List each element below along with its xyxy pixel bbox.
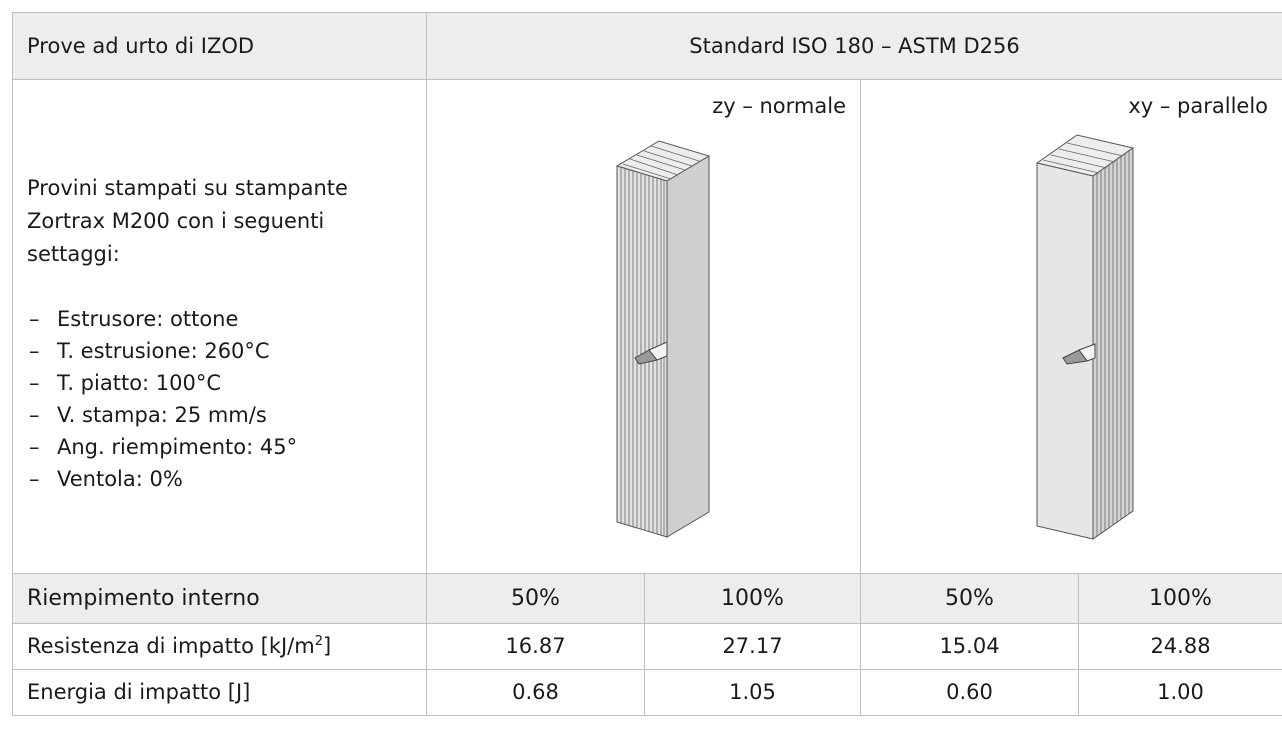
table-title: Prove ad urto di IZOD <box>12 12 427 80</box>
setting-text: Ang. riempimento: 45° <box>57 435 298 459</box>
fill-row-label: Riempimento interno <box>12 573 427 624</box>
dash-bullet: – <box>29 403 40 427</box>
specimen-xy-cell: xy – parallelo <box>859 79 1282 574</box>
list-item: – T. piatto: 100°C <box>27 367 412 399</box>
print-settings-intro: Provini stampati su stampante Zortrax M2… <box>27 176 348 266</box>
specimen-zy-notch <box>634 341 668 365</box>
impact-strength-label-text: Resistenza di impatto [kJ/m <box>27 634 315 659</box>
impact-energy-label: Energia di impatto [J] <box>12 669 427 716</box>
specimen-xy-illustration <box>1035 134 1135 540</box>
specimen-zy-layer-lines <box>620 145 700 536</box>
impact-strength-value: 27.17 <box>644 623 861 670</box>
list-item: – V. stampa: 25 mm/s <box>27 399 412 431</box>
fill-value: 50% <box>426 573 645 624</box>
impact-strength-label-sup: 2 <box>314 634 323 650</box>
list-item: – T. estrusione: 260°C <box>27 335 412 367</box>
impact-energy-value: 0.60 <box>860 669 1079 716</box>
setting-text: Estrusore: ottone <box>57 307 239 331</box>
impact-strength-value: 24.88 <box>1077 623 1282 670</box>
settings-list: – Estrusore: ottone – T. estrusione: 260°C… <box>27 303 412 495</box>
dash-bullet: – <box>29 435 40 459</box>
table-row: Resistenza di impatto [kJ/m2] 16.87 27.1… <box>12 623 1282 670</box>
specimen-xy-notch <box>1062 343 1096 365</box>
specimen-row: Provini stampati su stampante Zortrax M2… <box>12 79 1282 574</box>
impact-energy-value: 1.05 <box>644 669 861 716</box>
impact-energy-value: 0.68 <box>426 669 645 716</box>
impact-strength-value: 16.87 <box>426 623 645 670</box>
header-row: Prove ad urto di IZOD Standard ISO 180 –… <box>12 12 1282 80</box>
orientation-label-xy: xy – parallelo <box>1128 94 1269 118</box>
impact-strength-value: 15.04 <box>860 623 1079 670</box>
specimen-zy-cell: zy – normale <box>426 79 861 574</box>
impact-strength-label: Resistenza di impatto [kJ/m2] <box>12 623 427 670</box>
list-item: – Ventola: 0% <box>27 463 412 495</box>
specimen-xy-layer-lines <box>1042 142 1130 536</box>
table-row: Energia di impatto [J] 0.68 1.05 0.60 1.… <box>12 669 1282 716</box>
fill-value: 50% <box>860 573 1079 624</box>
standard-label: Standard ISO 180 – ASTM D256 <box>425 12 1282 80</box>
orientation-label-zy: zy – normale <box>712 94 846 118</box>
list-item: – Estrusore: ottone <box>27 303 412 335</box>
dash-bullet: – <box>29 371 40 395</box>
setting-text: T. piatto: 100°C <box>57 371 222 395</box>
print-settings-cell: Provini stampati su stampante Zortrax M2… <box>12 79 427 574</box>
specimen-zy-illustration <box>615 140 711 538</box>
setting-text: T. estrusione: 260°C <box>57 339 270 363</box>
dash-bullet: – <box>29 307 40 331</box>
fill-value: 100% <box>644 573 861 624</box>
setting-text: V. stampa: 25 mm/s <box>57 403 267 427</box>
list-item: – Ang. riempimento: 45° <box>27 431 412 463</box>
setting-text: Ventola: 0% <box>57 467 183 491</box>
dash-bullet: – <box>29 339 40 363</box>
specimen-zy-side-face <box>666 155 710 538</box>
dash-bullet: – <box>29 467 40 491</box>
impact-strength-label-end: ] <box>323 634 332 659</box>
izod-test-table: Prove ad urto di IZOD Standard ISO 180 –… <box>12 12 1282 716</box>
impact-energy-value: 1.00 <box>1077 669 1282 716</box>
fill-value: 100% <box>1077 573 1282 624</box>
fill-row: Riempimento interno 50% 100% 50% 100% <box>12 573 1282 624</box>
